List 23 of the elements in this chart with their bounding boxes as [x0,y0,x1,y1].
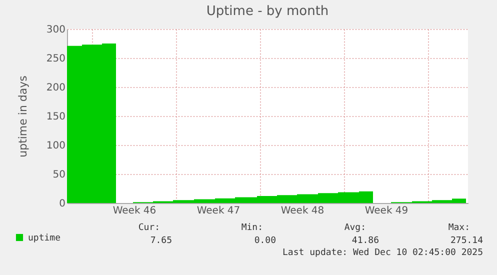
y-tick-label: 200 [46,82,66,94]
text: 275.14 [450,236,483,246]
x-tick-label: Week 49 [364,206,408,216]
chart-title: Uptime - by month [206,4,329,19]
x-tick-label: Week 48 [280,206,324,216]
y-axis-title: uptime in days [16,75,30,158]
text: Min: [241,223,263,233]
y-tick-label: 150 [46,112,66,122]
x-tick-label: Week 47 [196,206,240,216]
text: 7.65 [150,236,172,246]
text: 0.00 [254,236,276,246]
y-tick-label: 250 [46,54,66,64]
text: Max: [448,223,470,233]
y-tick-label: 50 [52,170,66,180]
x-tick-label: Week 46 [112,206,156,216]
text: Last update: Wed Dec 10 02:45:00 2025 [282,248,483,258]
text: Avg: [344,223,366,233]
y-tick-label: 100 [46,140,66,152]
text: Cur: [138,223,160,233]
legend-label: uptime [28,234,61,244]
y-tick-label: 300 [46,24,66,36]
text: 41.86 [352,236,379,246]
y-tick-label: 0 [59,198,66,210]
